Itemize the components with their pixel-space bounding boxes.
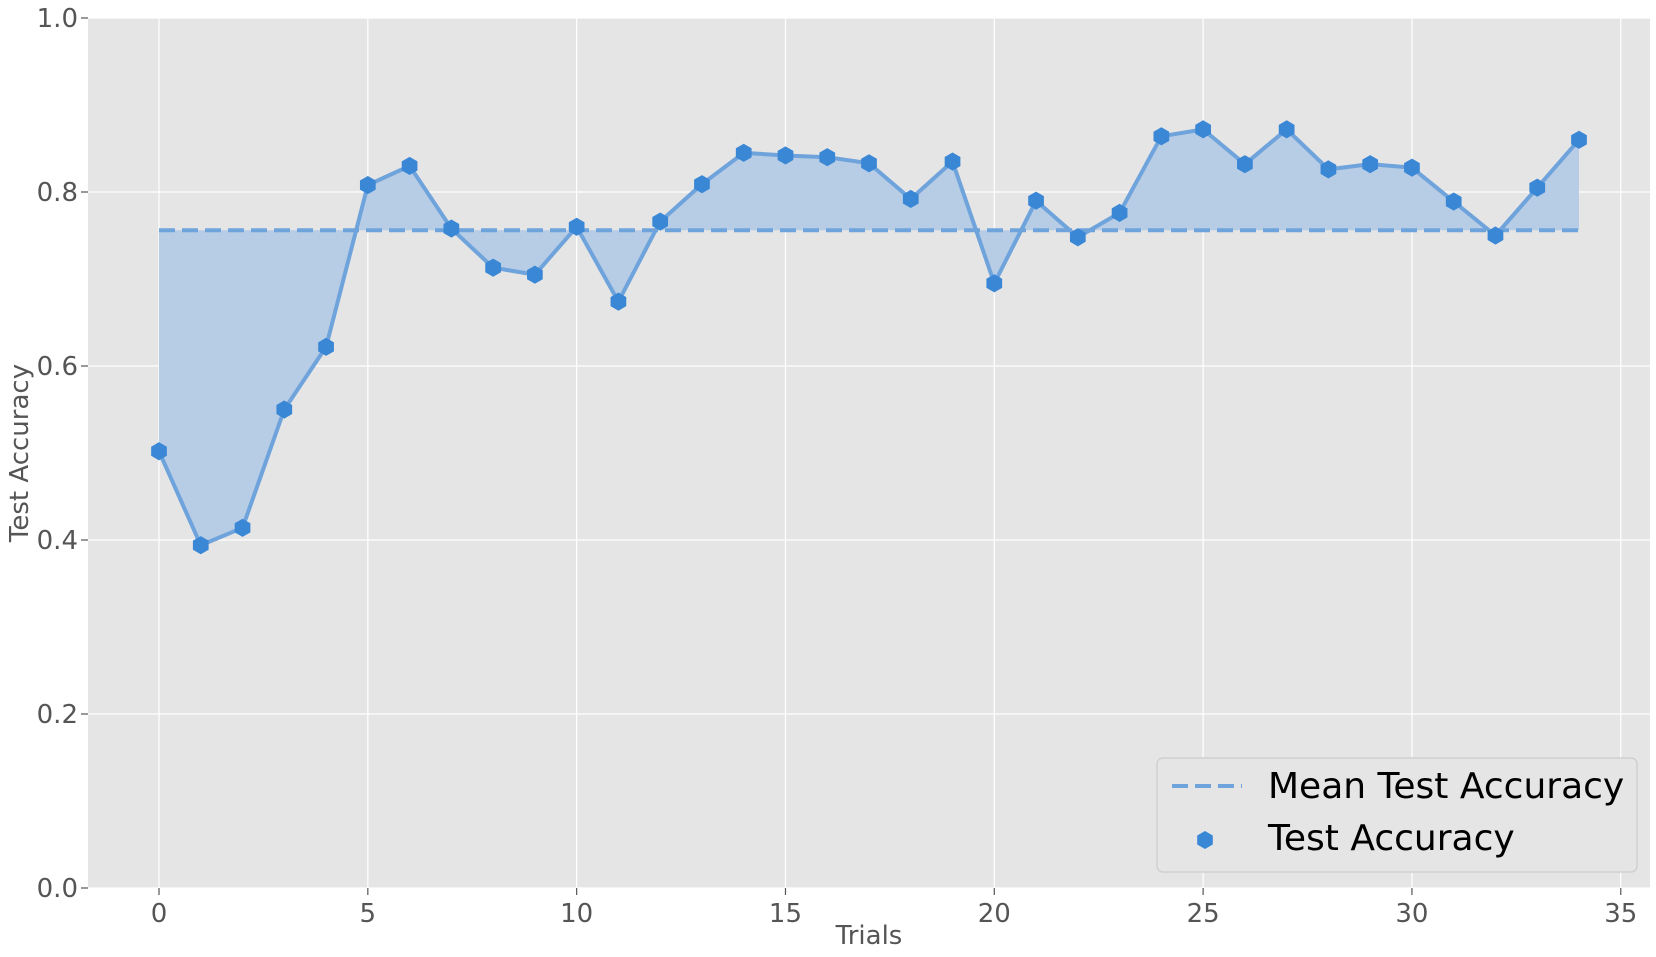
marker-layer — [151, 120, 1587, 555]
legend-accuracy-swatch — [1197, 831, 1213, 849]
data-point-marker — [610, 292, 627, 311]
data-point-marker — [735, 143, 752, 162]
x-tick-label: 5 — [360, 899, 377, 929]
x-tick-label: 35 — [1604, 899, 1637, 929]
x-tick-label: 25 — [1187, 899, 1220, 929]
x-tick-label: 15 — [769, 899, 802, 929]
data-point-marker — [1111, 203, 1128, 222]
data-point-marker — [1445, 192, 1462, 211]
fill-between-area — [159, 129, 1579, 546]
data-point-marker — [986, 274, 1003, 293]
fill-area — [159, 129, 1579, 546]
x-tick-label: 0 — [151, 899, 168, 929]
data-point-marker — [1278, 120, 1295, 139]
data-point-marker — [318, 337, 334, 356]
data-point-marker — [485, 258, 501, 277]
legend-accuracy-label: Test Accuracy — [1267, 818, 1515, 859]
data-point-marker — [527, 265, 543, 284]
y-tick-label: 0.4 — [37, 526, 78, 556]
data-point-marker — [944, 152, 961, 171]
y-tick-label: 1.0 — [37, 4, 78, 34]
data-point-marker — [192, 536, 209, 555]
data-point-marker — [1404, 158, 1420, 177]
data-point-marker — [443, 219, 460, 238]
data-point-marker — [819, 148, 836, 167]
x-tick-label: 10 — [560, 899, 593, 929]
data-point-marker — [694, 175, 710, 194]
x-tick-label: 20 — [978, 899, 1011, 929]
y-tick-label: 0.0 — [37, 874, 78, 904]
y-tick-label: 0.8 — [37, 178, 78, 208]
x-tick-label: 30 — [1395, 899, 1428, 929]
data-point-marker — [902, 189, 919, 209]
axis-ticks: 0 5 10 15 20 25 30 35 0.0 0.2 0.4 0.6 0.8 1.0 — [37, 4, 1638, 929]
data-point-marker — [1320, 160, 1337, 179]
data-point-marker — [1195, 120, 1211, 139]
data-point-marker — [1153, 127, 1170, 146]
x-axis-label: Trials — [835, 921, 903, 951]
legend-mean-label: Mean Test Accuracy — [1268, 766, 1624, 807]
data-point-marker — [777, 146, 794, 165]
legend: Mean Test Accuracy Test Accuracy — [1156, 757, 1638, 873]
data-point-marker — [861, 154, 877, 173]
data-point-marker — [151, 442, 167, 461]
data-point-marker — [652, 212, 669, 231]
data-point-marker — [1069, 228, 1086, 247]
data-point-marker — [401, 156, 418, 175]
y-axis-label: Test Accuracy — [5, 364, 35, 543]
data-point-marker — [276, 400, 293, 419]
data-point-marker — [234, 518, 251, 537]
data-point-marker — [568, 217, 585, 236]
data-point-marker — [1028, 191, 1044, 210]
data-point-marker — [1529, 178, 1546, 197]
legend-box — [1156, 757, 1638, 873]
y-tick-label: 0.6 — [37, 352, 78, 382]
data-point-marker — [1487, 226, 1504, 245]
data-point-marker — [1237, 155, 1253, 174]
grid — [88, 17, 1650, 889]
data-point-marker — [359, 175, 376, 195]
data-point-marker — [1571, 130, 1587, 149]
data-point-marker — [1362, 155, 1379, 174]
y-tick-label: 0.2 — [37, 700, 78, 730]
